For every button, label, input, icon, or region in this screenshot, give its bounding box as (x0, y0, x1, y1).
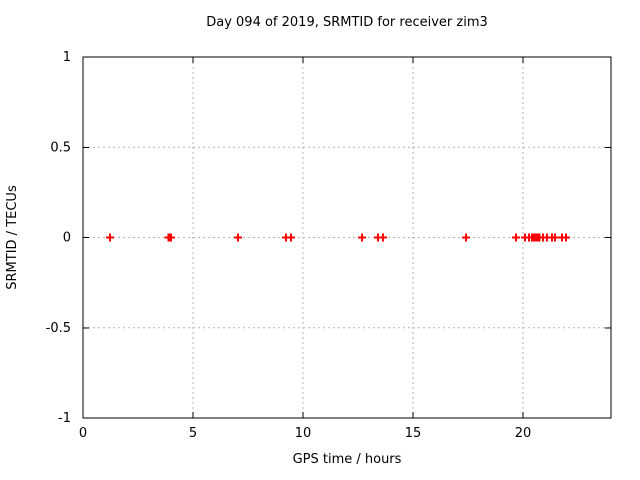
y-tick-label: 1 (63, 50, 71, 65)
data-point-marker (511, 233, 520, 242)
x-tick-label: 0 (79, 426, 87, 441)
chart-title: Day 094 of 2019, SRMTID for receiver zim… (206, 15, 488, 30)
x-tick-label: 5 (189, 426, 197, 441)
x-tick-label: 15 (405, 426, 422, 441)
data-point-marker (286, 233, 295, 242)
data-point-marker (462, 233, 471, 242)
x-tick-label: 20 (515, 426, 532, 441)
x-axis-label: GPS time / hours (292, 452, 402, 467)
y-tick-label: 0.5 (50, 140, 71, 155)
y-tick-label: -1 (58, 411, 71, 426)
data-point-marker (561, 233, 570, 242)
data-point-marker (550, 233, 559, 242)
y-tick-label: 0 (63, 231, 71, 246)
data-point-marker (357, 233, 366, 242)
y-tick-label: -0.5 (46, 321, 71, 336)
data-point-marker (167, 233, 175, 242)
data-point-marker (379, 233, 388, 242)
data-point-marker (106, 233, 115, 242)
data-point-marker (234, 233, 243, 242)
x-tick-label: 10 (295, 426, 312, 441)
